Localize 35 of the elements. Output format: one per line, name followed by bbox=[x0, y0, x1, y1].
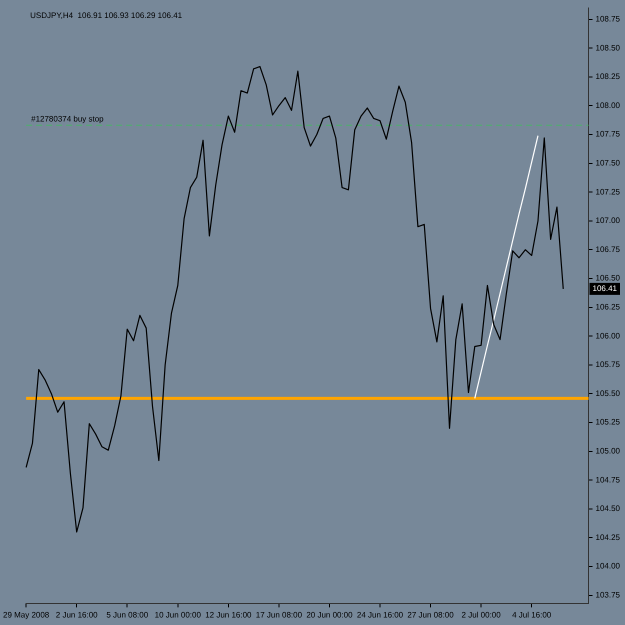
x-tick-label: 27 Jun 08:00 bbox=[407, 610, 454, 620]
y-tick-label: 108.75 bbox=[596, 14, 621, 24]
x-tick-label: 2 Jul 00:00 bbox=[462, 610, 502, 620]
x-tick-label: 12 Jun 16:00 bbox=[205, 610, 252, 620]
x-tick-label: 20 Jun 00:00 bbox=[306, 610, 354, 620]
x-tick-label: 4 Jul 16:00 bbox=[512, 610, 552, 620]
x-tick-label: 17 Jun 08:00 bbox=[256, 610, 303, 620]
x-tick-label: 29 May 2008 bbox=[2, 610, 50, 620]
y-tick-label: 107.00 bbox=[596, 216, 621, 226]
y-tick-label: 106.25 bbox=[596, 302, 621, 312]
x-tick-label: 24 Jun 16:00 bbox=[356, 610, 404, 620]
y-tick-label: 104.25 bbox=[596, 532, 621, 542]
y-tick-label: 105.25 bbox=[596, 418, 621, 427]
y-tick-label: 106.75 bbox=[596, 244, 621, 254]
y-tick-label: 103.75 bbox=[596, 590, 621, 600]
chart-title: USDJPY,H4 106.91 106.93 106.29 106.41 bbox=[30, 11, 183, 20]
y-tick-label: 106.50 bbox=[596, 274, 621, 283]
y-tick-label: 108.50 bbox=[596, 43, 621, 52]
y-tick-label: 107.50 bbox=[596, 158, 621, 168]
x-tick-label: 2 Jun 16:00 bbox=[56, 610, 98, 620]
annotation: 106.41 bbox=[592, 284, 618, 294]
y-tick-label: 105.75 bbox=[596, 360, 621, 370]
y-tick-label: 107.25 bbox=[596, 187, 621, 196]
y-tick-label: 107.75 bbox=[596, 130, 621, 139]
y-tick-label: 104.00 bbox=[596, 562, 621, 571]
y-tick-label: 105.50 bbox=[596, 388, 621, 398]
y-tick-label: 105.00 bbox=[596, 446, 621, 456]
y-tick-label: 106.00 bbox=[596, 331, 621, 340]
x-tick-label: 10 Jun 00:00 bbox=[154, 610, 202, 620]
y-tick-label: 108.25 bbox=[596, 72, 621, 82]
y-tick-label: 104.50 bbox=[596, 504, 621, 514]
y-tick-label: 108.00 bbox=[596, 100, 621, 110]
ref-line-label: #12780374 buy stop bbox=[31, 114, 104, 124]
y-tick-label: 104.75 bbox=[596, 475, 621, 484]
x-tick-label: 5 Jun 08:00 bbox=[106, 610, 149, 620]
